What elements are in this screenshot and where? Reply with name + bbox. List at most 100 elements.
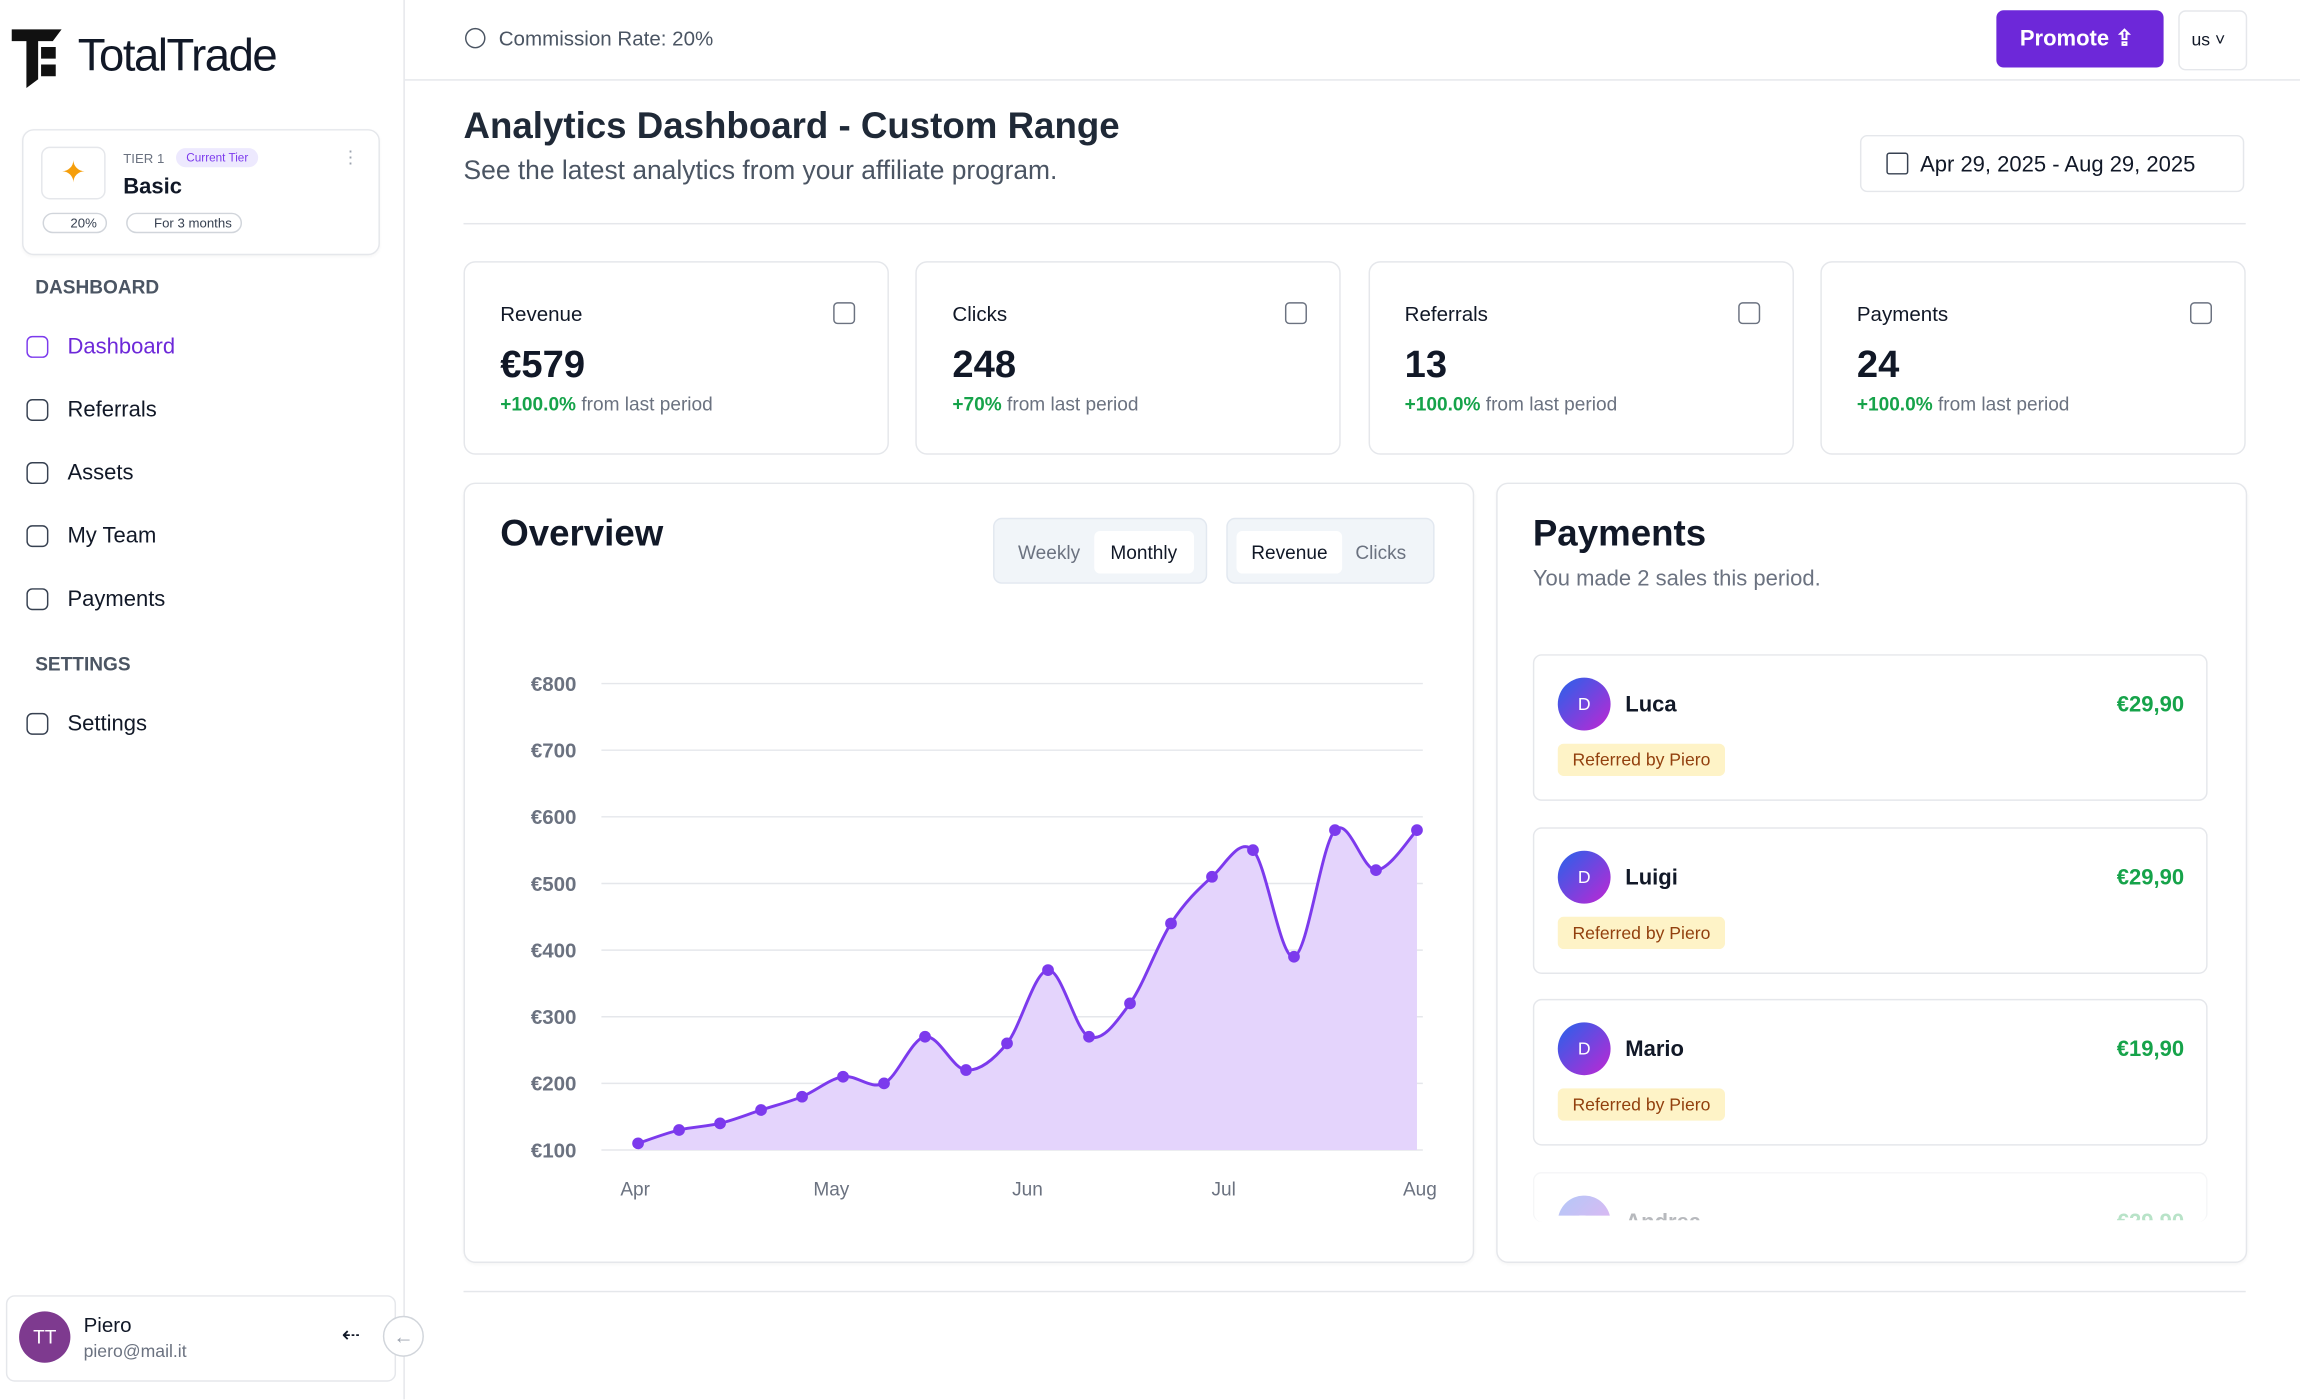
point <box>1206 870 1218 883</box>
stat-icon <box>1285 302 1308 325</box>
page-title: Analytics Dashboard - Custom Range <box>463 105 1120 147</box>
payment-item <box>1532 826 2208 974</box>
stat-change-row: +100.0% from last period <box>1857 393 2070 415</box>
payment-name: Luca <box>1625 692 1677 718</box>
payment-name: Mario <box>1625 1037 1684 1063</box>
y-tick-label: €400 <box>531 939 577 962</box>
payment-amount: €29,90 <box>2116 692 2185 718</box>
nav-item[interactable]: Referrals <box>67 397 157 423</box>
x-tick-label: Jun <box>1012 1179 1043 1200</box>
locale-select[interactable]: us ˅ <box>2178 10 2248 71</box>
tab-revenue[interactable]: Revenue <box>1236 530 1343 574</box>
stat-card <box>1820 261 2246 455</box>
payment-tag: Referred by Piero <box>1557 743 1726 776</box>
y-tick-label: €800 <box>531 673 577 696</box>
payment-amount: €29,90 <box>2116 864 2185 890</box>
promote-label: Promote <box>2019 26 2110 52</box>
tier-rate: 20% <box>42 212 108 234</box>
stat-icon <box>2189 302 2212 325</box>
point <box>755 1104 767 1116</box>
stat-change: +70% <box>952 393 1002 416</box>
stat-card <box>1367 261 1794 455</box>
point <box>796 1090 808 1103</box>
payment-avatar: D <box>1557 850 1611 904</box>
point <box>1411 824 1423 837</box>
stat-label: Clicks <box>952 302 1008 326</box>
area <box>638 827 1417 1151</box>
payment-amount: €19,90 <box>2116 1037 2185 1063</box>
tier-duration: For 3 months <box>126 212 243 234</box>
x-tick-label: Apr <box>620 1179 650 1200</box>
stat-value: 248 <box>952 341 1017 386</box>
tab-weekly[interactable]: Weekly <box>1017 541 1081 564</box>
nav-icon <box>26 712 49 735</box>
stat-card <box>915 261 1342 455</box>
commission-icon <box>464 27 486 49</box>
y-tick-label: €600 <box>531 806 577 829</box>
point <box>837 1070 849 1083</box>
stat-note: from last period <box>581 393 713 416</box>
stat-change: +100.0% <box>1856 393 1933 416</box>
point <box>673 1124 685 1136</box>
payments-title: Payments <box>1532 513 1707 555</box>
stat-change-row: +100.0% from last period <box>1405 393 1618 415</box>
brand: TotalTrade <box>77 29 278 81</box>
point <box>878 1077 890 1090</box>
date-range-picker[interactable]: Apr 29, 2025 - Aug 29, 2025 <box>1859 134 2245 193</box>
user-avatar: TT <box>19 1311 71 1363</box>
stat-icon <box>833 302 856 325</box>
nav-item[interactable]: Dashboard <box>67 334 176 360</box>
bottom-divider <box>463 1290 2246 1293</box>
payment-name: Luigi <box>1625 864 1678 890</box>
tier-name: Basic <box>123 174 182 200</box>
tab-clicks[interactable]: Clicks <box>1355 541 1407 564</box>
topbar <box>404 0 2300 81</box>
nav-item[interactable]: Assets <box>67 460 134 486</box>
point <box>714 1117 726 1130</box>
nav-item[interactable]: My Team <box>67 523 157 549</box>
overview-chart: €100 €200 €300 €400 €500 €600 €700 €800 Apr May Ju… <box>531 673 1437 1201</box>
logo-icon <box>11 29 62 89</box>
point <box>960 1064 972 1076</box>
stat-label: Revenue <box>500 302 583 326</box>
tier-menu[interactable]: ⋮ <box>341 146 360 168</box>
promote-button[interactable]: Promote ⇪ <box>1996 10 2164 68</box>
user-email: piero@mail.it <box>83 1340 187 1362</box>
payment-avatar: D <box>1557 1195 1611 1216</box>
nav-item[interactable]: Payments <box>67 586 166 612</box>
point <box>1124 997 1136 1010</box>
logout-button[interactable]: ⇠ <box>341 1323 361 1349</box>
payment-name: Andrea <box>1625 1210 1701 1220</box>
tab-monthly[interactable]: Monthly <box>1094 530 1194 574</box>
calendar-icon <box>1886 152 1909 175</box>
payments-subtitle: You made 2 sales this period. <box>1532 566 1821 592</box>
stat-icon <box>1737 302 1760 325</box>
tier-level: TIER 1 <box>123 151 165 166</box>
payment-item <box>1532 1172 2208 1223</box>
tier-icon: ✦ <box>41 146 106 200</box>
y-tick-label: €200 <box>531 1073 577 1096</box>
payment-item <box>1532 654 2208 801</box>
collapse-button[interactable]: ← <box>382 1315 424 1357</box>
stat-note: from last period <box>1007 393 1139 416</box>
nav-icon <box>26 398 49 421</box>
page-subtitle: See the latest analytics from your affil… <box>463 155 1058 185</box>
stat-label: Payments <box>1856 302 1949 326</box>
stat-note: from last period <box>1485 393 1618 416</box>
point <box>1083 1030 1095 1043</box>
nav-item[interactable]: Settings <box>67 711 147 737</box>
stat-value: 24 <box>1856 341 1900 386</box>
x-tick-label: Aug <box>1403 1179 1437 1200</box>
payments-card <box>1496 482 2248 1263</box>
point <box>1288 950 1300 963</box>
divider <box>463 222 2246 225</box>
nav-section-title: SETTINGS <box>35 652 131 675</box>
stat-note: from last period <box>1937 393 2070 416</box>
overview-title: Overview <box>500 513 664 555</box>
y-tick-label: €100 <box>531 1139 577 1162</box>
payment-item <box>1532 999 2208 1147</box>
nav-icon <box>26 588 49 611</box>
commission-rate: Commission Rate: 20% <box>498 26 714 50</box>
